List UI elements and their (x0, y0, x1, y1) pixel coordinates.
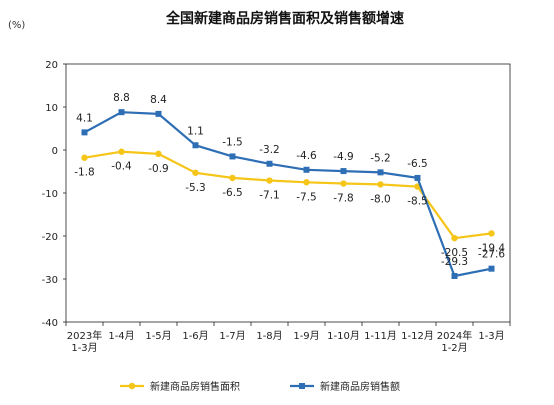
y-tick-label: 0 (52, 146, 58, 157)
data-label: -8.5 (407, 196, 428, 208)
unit-label: (%) (8, 20, 25, 31)
legend-swatch-marker (128, 382, 136, 390)
x-tick-label: 1-3月 (478, 330, 504, 342)
data-point (118, 148, 125, 155)
y-tick-label: 20 (45, 60, 58, 71)
x-tick-label: 1-3月 (71, 342, 97, 354)
data-label: -3.2 (259, 144, 280, 156)
data-label: -1.8 (74, 167, 95, 179)
data-point (488, 265, 495, 272)
data-point (266, 177, 273, 184)
x-tick-label: 1-4月 (108, 330, 134, 342)
data-point (229, 153, 236, 160)
x-tick-label: 1-5月 (145, 330, 171, 342)
x-tick-label: 2024年 (437, 329, 472, 342)
x-tick-label: 1-12月 (401, 330, 434, 342)
chart-title: 全国新建商品房销售面积及销售额增速 (165, 10, 404, 27)
data-point (303, 179, 310, 186)
data-point (488, 230, 495, 237)
data-label: 8.8 (113, 92, 130, 104)
x-tick-label: 1-6月 (182, 330, 208, 342)
data-point (451, 272, 458, 279)
data-point (118, 109, 125, 116)
y-tick-label: -10 (42, 189, 58, 200)
x-tick-label: 1-9月 (293, 330, 319, 342)
x-tick-label: 1-7月 (219, 330, 245, 342)
data-label: -20.5 (441, 247, 468, 259)
y-tick-label: 10 (45, 103, 58, 114)
data-label: -5.3 (185, 182, 206, 194)
data-point (81, 129, 88, 136)
data-label: -0.9 (148, 163, 169, 175)
legend-label: 新建商品房销售面积 (150, 380, 240, 393)
y-tick-label: -20 (42, 232, 58, 243)
data-point (192, 142, 199, 149)
data-point (266, 160, 273, 167)
data-labels: -1.8 -0.4 -0.9 -5.3 -6.5 -7.1 -7.5 -7.8 -8.0 -8.5… (74, 92, 505, 268)
data-label: -1.5 (222, 136, 243, 148)
x-tick-label: 1-8月 (256, 330, 282, 342)
data-point (155, 150, 162, 158)
data-label: -6.5 (222, 187, 243, 199)
data-point (377, 181, 384, 188)
series-layer (81, 109, 495, 279)
data-label: 8.4 (150, 94, 167, 106)
data-label: -4.9 (333, 151, 354, 163)
data-point (451, 234, 458, 242)
x-tick-label: 1-2月 (441, 342, 467, 354)
data-label: -0.4 (111, 161, 132, 173)
data-point (155, 110, 162, 117)
data-point (303, 166, 310, 173)
legend: 新建商品房销售面积 新建商品房销售额 (120, 380, 400, 393)
data-point (340, 180, 347, 187)
data-label: -19.4 (478, 242, 505, 254)
series-line-1 (83, 111, 492, 278)
legend-label: 新建商品房销售额 (320, 380, 400, 393)
data-label: -27.6 (478, 249, 505, 261)
data-point (192, 169, 199, 176)
data-point (81, 154, 88, 161)
data-label: -6.5 (407, 158, 428, 170)
series-line-0 (84, 150, 492, 240)
data-label: 1.1 (187, 125, 204, 137)
y-tick-label: -30 (42, 275, 58, 286)
y-tick-label: -40 (42, 318, 58, 329)
plot-area (65, 63, 511, 323)
data-point (340, 168, 347, 175)
data-point (377, 169, 384, 176)
x-tick-label: 2023年 (67, 329, 102, 342)
data-point (229, 174, 236, 182)
x-tick-label: 1-11月 (364, 330, 397, 342)
data-label: -29.3 (441, 256, 468, 268)
data-point (414, 174, 421, 181)
data-label: 4.1 (76, 112, 93, 124)
y-axis: 20 10 0 -10 -20 -30 -40 (42, 60, 66, 329)
data-label: -8.0 (370, 193, 391, 205)
data-label: -4.6 (296, 150, 317, 162)
data-label: -5.2 (370, 152, 391, 164)
data-label: -7.8 (333, 193, 354, 205)
legend-swatch-marker (299, 383, 305, 389)
x-tick-label: 1-10月 (327, 330, 360, 342)
data-label: -7.5 (296, 191, 317, 203)
data-label: -7.1 (259, 190, 280, 202)
